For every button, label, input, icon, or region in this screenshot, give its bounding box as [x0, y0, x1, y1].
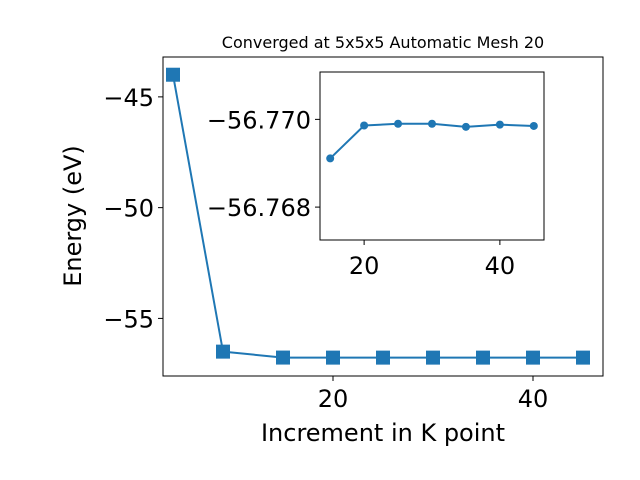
main-y-tick-label: −45: [103, 84, 154, 112]
main-y-tick-label: −50: [103, 195, 154, 223]
main-data-point: [326, 350, 340, 365]
main-data-point: [276, 350, 290, 365]
inset-data-point: [461, 122, 470, 131]
inset-data-point: [326, 154, 335, 163]
x-axis-label: Increment in K point: [261, 419, 505, 447]
inset-frame: [319, 71, 545, 241]
y-axis-label: Energy (eV): [59, 145, 87, 287]
main-data-point: [476, 350, 490, 365]
main-x-tick-label: 20: [318, 385, 349, 413]
main-data-point: [426, 350, 440, 365]
inset-data-point: [495, 120, 504, 129]
main-data-point: [526, 350, 540, 365]
main-x-tick-label: 40: [518, 385, 549, 413]
inset-data-point: [394, 119, 403, 128]
inset-data-point: [360, 121, 369, 130]
inset-x-tick-label: 40: [485, 252, 516, 280]
inset-y-tick-label: −56.770: [207, 106, 311, 134]
main-data-point: [216, 344, 230, 359]
inset-plot: 20 40 −56.770 −56.768: [207, 71, 545, 280]
inset-y-tick-label: −56.768: [207, 194, 311, 222]
inset-data-point: [428, 119, 436, 128]
main-y-tick-label: −55: [103, 305, 154, 333]
main-data-point: [376, 350, 390, 365]
inset-data-point: [529, 121, 538, 130]
main-data-point: [576, 350, 590, 365]
chart-title: Converged at 5x5x5 Automatic Mesh 20: [222, 33, 544, 52]
inset-x-tick-label: 20: [349, 252, 380, 280]
main-data-point: [166, 67, 180, 82]
